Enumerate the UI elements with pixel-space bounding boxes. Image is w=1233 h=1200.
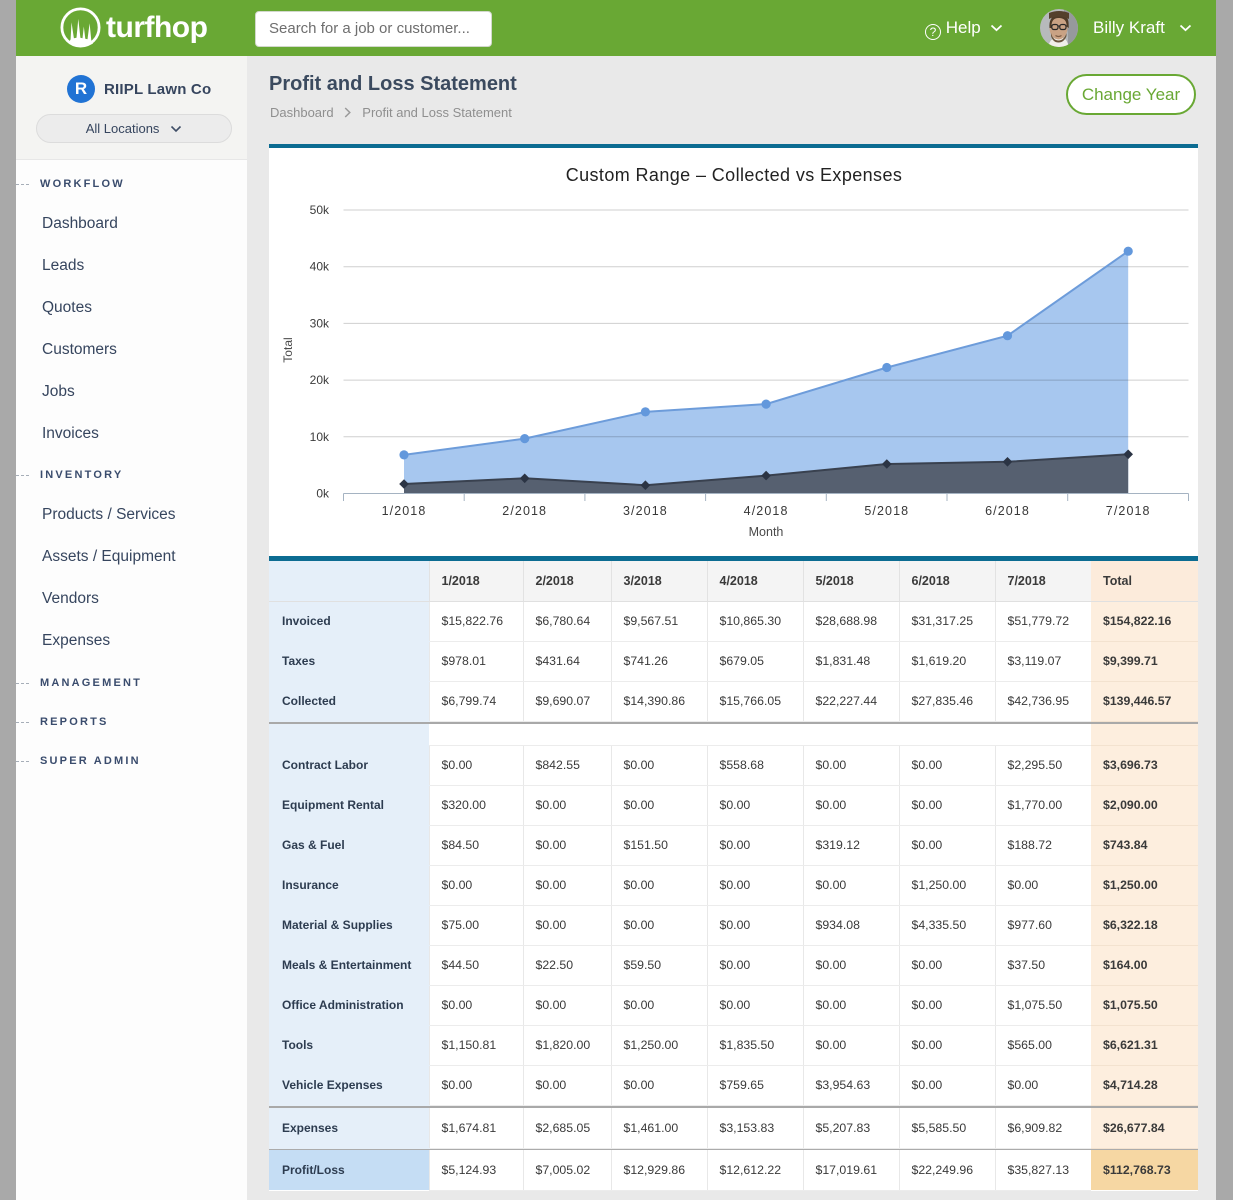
svg-text:50k: 50k [310, 203, 330, 217]
svg-text:20k: 20k [310, 373, 330, 387]
svg-text:40k: 40k [310, 260, 330, 274]
svg-text:Month: Month [749, 525, 784, 539]
svg-text:10k: 10k [310, 430, 330, 444]
svg-text:30k: 30k [310, 316, 330, 330]
svg-text:4/2018: 4/2018 [744, 504, 789, 518]
svg-text:Total: Total [281, 337, 295, 362]
svg-text:6/2018: 6/2018 [985, 504, 1030, 518]
svg-text:2/2018: 2/2018 [502, 504, 547, 518]
svg-text:0k: 0k [316, 487, 330, 501]
svg-text:5/2018: 5/2018 [864, 504, 909, 518]
svg-text:Custom Range – Collected vs Ex: Custom Range – Collected vs Expenses [566, 165, 903, 185]
svg-text:3/2018: 3/2018 [623, 504, 668, 518]
svg-text:1/2018: 1/2018 [382, 504, 427, 518]
svg-text:7/2018: 7/2018 [1106, 504, 1151, 518]
